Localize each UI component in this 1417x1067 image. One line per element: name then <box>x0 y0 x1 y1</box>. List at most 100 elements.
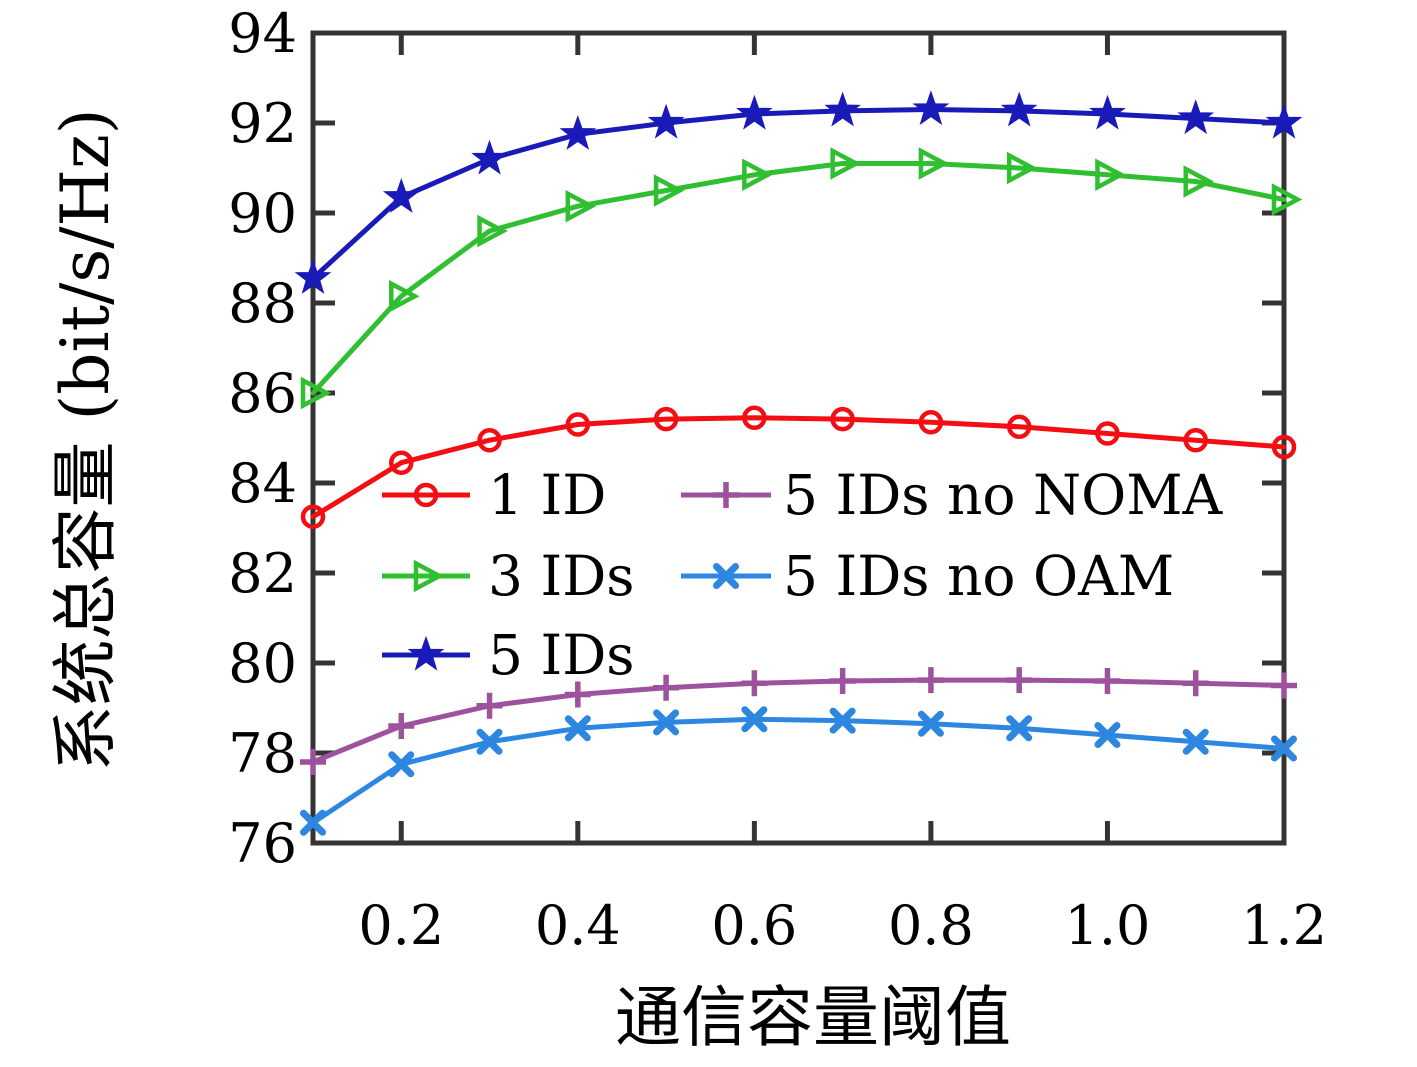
series-marker <box>1006 715 1033 742</box>
series-line <box>310 716 1287 826</box>
series-marker <box>388 751 415 778</box>
series-marker <box>1094 668 1121 694</box>
y-tick-label: 88 <box>228 272 297 335</box>
plot-area: 0.2 0.4 0.6 0.8 1.0 1.2 76 78 80 82 84 86 88 90 92 94 1 … <box>228 2 1327 957</box>
series-marker <box>300 809 326 836</box>
x-tick-label: 1.0 <box>1065 894 1151 957</box>
legend-marker <box>713 563 739 589</box>
series-marker <box>912 90 950 126</box>
series-marker <box>300 749 326 775</box>
series-marker <box>565 412 591 437</box>
series-marker <box>1006 414 1032 439</box>
series-marker <box>917 667 944 694</box>
series-marker <box>653 406 679 432</box>
series-marker <box>653 674 680 701</box>
series-marker <box>476 692 503 719</box>
series-marker <box>300 504 326 529</box>
legend-entry-1-id: 1 ID <box>382 463 606 527</box>
series-marker <box>1095 158 1126 191</box>
series-marker <box>1182 728 1209 755</box>
series-marker <box>564 681 591 708</box>
legend-marker <box>407 635 445 671</box>
series-marker <box>1094 722 1121 748</box>
y-tick-label: 80 <box>228 632 297 695</box>
x-tick-label: 1.2 <box>1241 894 1327 957</box>
legend-label: 1 ID <box>488 463 606 527</box>
legend-entry-5-ids-no-oam: 5 IDs no OAM <box>681 544 1174 608</box>
series-marker <box>1183 165 1215 198</box>
series-marker <box>829 707 856 734</box>
series-marker <box>476 728 503 755</box>
series-1-id <box>300 405 1297 529</box>
series-line <box>310 107 1287 281</box>
series-marker <box>829 668 856 694</box>
series-marker <box>830 147 861 180</box>
y-tick-label: 92 <box>228 92 297 155</box>
series-marker <box>1271 183 1303 216</box>
series-marker <box>1006 667 1033 694</box>
y-tick-label: 78 <box>228 722 297 785</box>
x-tick-label: 0.2 <box>358 894 444 957</box>
series-marker <box>389 280 420 313</box>
series-marker <box>388 713 415 739</box>
series-line <box>310 677 1287 765</box>
series-marker <box>471 139 508 175</box>
legend-entry-5-ids-no-noma: 5 IDs no NOMA <box>681 463 1224 527</box>
legend-entry-5-ids: 5 IDs <box>382 623 635 687</box>
series-5-ids-no-noma <box>300 667 1297 775</box>
series-marker <box>477 428 502 453</box>
legend-label: 5 IDs no NOMA <box>783 463 1224 527</box>
series-marker <box>1271 434 1297 460</box>
series-marker <box>382 178 420 213</box>
series-5-ids-no-oam <box>300 706 1297 836</box>
series-marker <box>1000 91 1038 127</box>
series-marker <box>917 710 944 737</box>
series-marker <box>741 670 768 697</box>
series-marker <box>294 259 332 294</box>
x-tick-label: 0.8 <box>888 894 974 957</box>
legend-label: 5 IDs <box>488 623 635 687</box>
series-marker <box>300 376 332 410</box>
series-marker <box>742 158 773 191</box>
series-marker <box>1089 94 1126 130</box>
series-marker <box>1271 672 1297 699</box>
series-marker <box>647 103 685 139</box>
legend-label: 3 IDs <box>488 544 635 608</box>
legend: 1 ID 3 IDs 5 IDs 5 IDs no NOMA 5 IDs no OAM <box>382 463 1224 687</box>
legend-label: 5 IDs no OAM <box>783 544 1174 608</box>
series-marker <box>559 115 597 150</box>
y-tick-label: 94 <box>228 2 297 65</box>
y-tick-label: 82 <box>228 542 297 605</box>
series-marker <box>389 450 414 475</box>
series-marker <box>1006 151 1038 185</box>
series-marker <box>736 94 773 130</box>
legend-marker <box>413 559 445 593</box>
x-axis-label: 通信容量阈值 <box>615 979 1011 1056</box>
series-marker <box>1183 428 1208 453</box>
series-marker <box>1182 670 1209 697</box>
series-marker <box>918 410 944 435</box>
legend-entry-3-ids: 3 IDs <box>382 544 635 608</box>
series-marker <box>653 709 680 736</box>
series-marker <box>564 715 591 742</box>
series-marker <box>477 214 508 248</box>
y-tick-label: 84 <box>228 452 297 515</box>
series-marker <box>830 406 855 432</box>
y-axis-label: 系统总容量 (bit/s/Hz) <box>47 108 124 771</box>
series-marker <box>653 174 685 207</box>
legend-marker <box>413 482 439 508</box>
series-marker <box>824 91 861 127</box>
series-line <box>310 415 1287 520</box>
series-marker <box>1095 421 1120 446</box>
series-5-ids <box>294 90 1303 294</box>
series-marker <box>565 190 597 223</box>
legend-marker <box>713 482 739 508</box>
series-marker <box>1271 735 1297 762</box>
x-tick-label: 0.4 <box>535 894 621 957</box>
series-marker <box>741 706 768 733</box>
series-marker <box>1265 103 1303 139</box>
x-tick-label: 0.6 <box>711 894 797 957</box>
y-tick-label: 76 <box>228 812 297 875</box>
